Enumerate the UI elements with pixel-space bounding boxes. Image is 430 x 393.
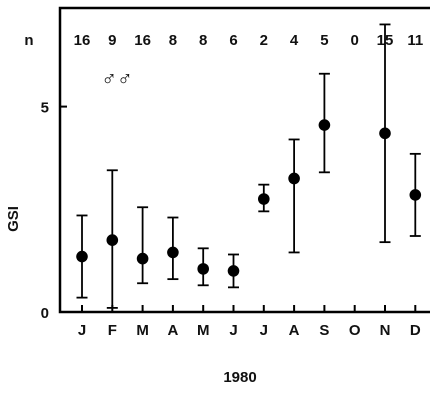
sample-size-label: 2 [260, 32, 268, 49]
n-label: n [24, 32, 33, 49]
sample-size-label: 8 [169, 32, 177, 49]
mean-point [136, 252, 149, 265]
sample-size-label: 16 [134, 32, 151, 49]
sample-size-label: 11 [407, 32, 423, 49]
sample-size-row: 16 9 16 8 8 6 2 4 5 0 15 11 [74, 32, 424, 49]
sample-size-label: 5 [320, 32, 328, 49]
x-tick-label: A [289, 322, 300, 339]
y-axis-ticks: 05 [41, 100, 67, 322]
sample-size-label: 0 [351, 32, 359, 49]
sample-size-label: 8 [199, 32, 207, 49]
y-axis-label: GSI [5, 206, 22, 232]
x-tick-label: J [78, 322, 86, 339]
x-tick-label: F [108, 322, 117, 339]
male-symbol-label: ♂♂ [101, 67, 133, 90]
x-tick-label: J [229, 322, 237, 339]
mean-point [288, 172, 300, 185]
mean-point [197, 263, 209, 275]
mean-point [167, 246, 179, 259]
mean-point [106, 234, 119, 246]
sample-size-label: 16 [74, 32, 91, 49]
y-tick-label: 0 [41, 305, 49, 322]
mean-point [409, 189, 422, 201]
y-tick-label: 5 [41, 100, 49, 117]
plot-frame [58, 6, 430, 314]
x-tick-label: O [349, 322, 361, 339]
x-tick-label: N [380, 322, 391, 339]
mean-point [379, 127, 391, 140]
x-tick-label: D [410, 322, 421, 339]
x-tick-label: M [197, 322, 210, 339]
x-tick-label: J [260, 322, 268, 339]
sample-size-label: 6 [229, 32, 237, 49]
x-axis-label: 1980 [223, 369, 256, 386]
x-tick-label: A [167, 322, 178, 339]
data-series [76, 23, 422, 309]
mean-point [258, 193, 270, 205]
sample-size-label: 9 [108, 32, 116, 49]
x-tick-label: M [136, 322, 149, 339]
mean-point [76, 250, 88, 263]
mean-point [227, 265, 240, 277]
x-tick-label: S [319, 322, 329, 339]
sample-size-label: 4 [290, 32, 299, 49]
mean-point [318, 119, 331, 131]
